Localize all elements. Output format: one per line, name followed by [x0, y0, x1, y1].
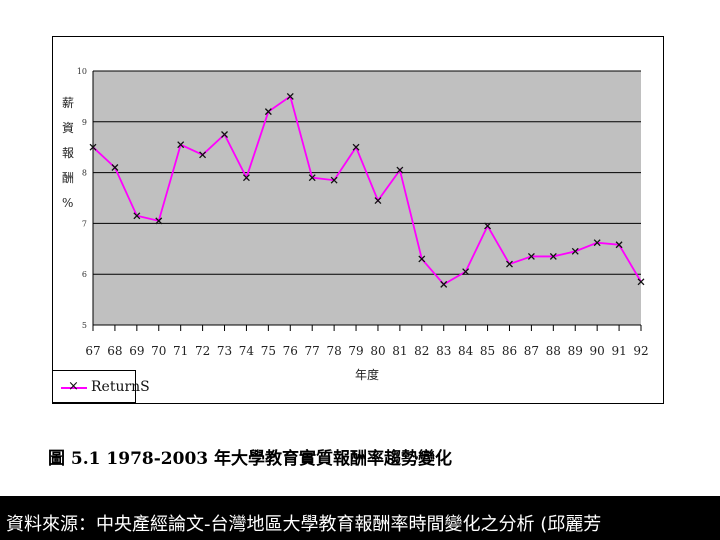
- x-tick-label: 78: [326, 344, 341, 358]
- data-point: [506, 260, 513, 268]
- data-point: [374, 197, 382, 204]
- footer-bar: 資料來源：中央產經論文-台灣地區大學教育報酬率時間變化之分析 (邱麗芳: [0, 496, 720, 540]
- figure-caption: 圖 5.1 1978-2003 年大學教育實質報酬率趨勢變化: [48, 449, 453, 469]
- data-point: [593, 239, 601, 247]
- data-point: [549, 252, 557, 260]
- x-tick-label: 92: [633, 344, 648, 358]
- data-point: [199, 151, 207, 159]
- y-axis-label: 薪資報酬%: [62, 96, 74, 210]
- x-tick-label: 72: [195, 344, 210, 358]
- x-tick-label: 68: [107, 344, 122, 358]
- x-tick-label: 67: [85, 344, 100, 358]
- x-tick-label: 80: [370, 344, 385, 358]
- x-tick-label: 81: [392, 344, 407, 358]
- data-point: [527, 252, 535, 260]
- data-point: [396, 166, 404, 174]
- data-point: [155, 217, 163, 225]
- data-point: [133, 212, 141, 220]
- x-tick-label: 84: [458, 344, 474, 358]
- data-point: [221, 131, 228, 138]
- data-point: [440, 280, 448, 288]
- data-point: [89, 143, 97, 151]
- x-tick-label: 83: [436, 344, 451, 358]
- plot-background: [93, 71, 641, 325]
- x-tick-label: 73: [217, 344, 232, 358]
- x-tick-label: 90: [590, 344, 605, 358]
- legend-label: ReturnS: [91, 379, 150, 395]
- data-point: [462, 268, 470, 276]
- x-tick-label: 77: [305, 344, 320, 358]
- data-point: [264, 108, 272, 116]
- x-tick-label: 76: [283, 344, 298, 358]
- x-tick-label: 70: [151, 344, 166, 358]
- legend-line-swatch: [61, 387, 87, 389]
- data-point: [330, 176, 338, 184]
- y-tick-label: 5: [82, 321, 87, 330]
- x-tick-label: 85: [480, 344, 495, 358]
- data-point: [308, 174, 316, 182]
- x-tick-label: 69: [129, 344, 144, 358]
- x-tick-label: 89: [568, 344, 583, 358]
- x-tick-label: 75: [261, 344, 276, 358]
- data-point: [571, 247, 579, 255]
- data-point: [111, 164, 119, 171]
- y-tick-label: 10: [77, 67, 87, 76]
- x-tick-label: 88: [546, 344, 561, 358]
- data-point: [615, 241, 623, 249]
- y-tick-label: 9: [82, 118, 87, 127]
- legend-x-marker-icon: ×: [68, 379, 79, 394]
- x-tick-label: 74: [239, 344, 255, 358]
- data-point: [484, 222, 492, 230]
- chart-legend: × ReturnS: [52, 370, 150, 403]
- data-point: [286, 92, 294, 100]
- x-tick-label: 86: [502, 344, 517, 358]
- x-tick-label: 79: [348, 344, 363, 358]
- y-tick-label: 6: [82, 270, 87, 279]
- x-tick-label: 82: [414, 344, 429, 358]
- x-tick-label: 91: [611, 344, 626, 358]
- footer-source-text: 資料來源：中央產經論文-台灣地區大學教育報酬率時間變化之分析 (邱麗芳: [6, 514, 602, 535]
- x-tick-label: 87: [524, 344, 539, 358]
- y-tick-label: 8: [82, 169, 87, 178]
- x-tick-label: 71: [173, 344, 188, 358]
- data-point: [418, 255, 426, 263]
- x-axis-label: 年度: [355, 367, 379, 382]
- y-tick-label: 7: [82, 219, 87, 228]
- data-point: [177, 141, 185, 149]
- data-point: [352, 143, 360, 151]
- series-line: [92, 94, 642, 286]
- chart-frame: 5 6 7 8 9 10 67 68 69 70 71 72 73 74 75 76 77 78 79 80 81 82 8…: [52, 36, 664, 404]
- data-point: [242, 174, 250, 182]
- data-point: [637, 278, 645, 286]
